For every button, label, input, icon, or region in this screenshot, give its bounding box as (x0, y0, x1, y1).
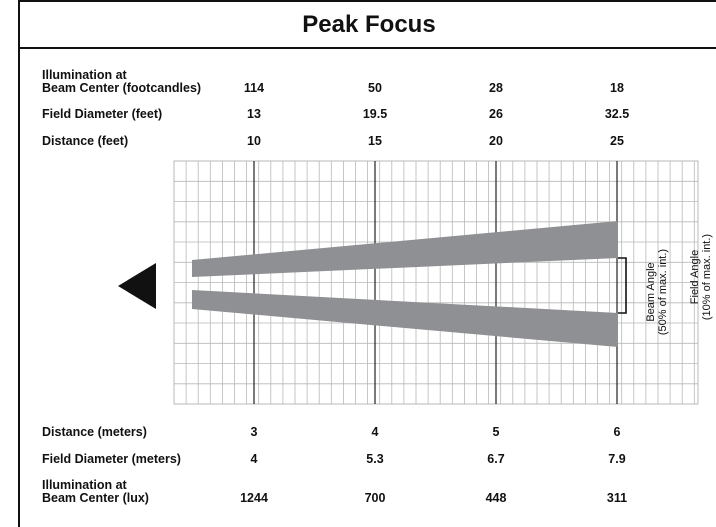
value-cell: 18 (610, 81, 624, 95)
value-cell: 4 (250, 452, 258, 466)
row-label-field-diameter-m: Field Diameter (meters) (42, 452, 181, 466)
row-label-illumination-lux: Illumination at Beam Center (lux) (42, 479, 149, 505)
value-cell: 4 (371, 425, 379, 439)
value-cell: 448 (485, 491, 507, 505)
value-cell: 7.9 (608, 452, 626, 466)
value-cell: 20 (489, 134, 503, 148)
row-label-line2: Beam Center (footcandles) (42, 81, 202, 95)
arrow-left-icon (118, 263, 156, 309)
row-label-distance-ft: Distance (feet) (42, 134, 129, 148)
value-cell: 311 (606, 491, 628, 505)
value-cell: 6 (613, 425, 621, 439)
beam-angle-label: Beam Angle (50% of max. int.) (645, 247, 669, 337)
value-cell: 13 (247, 107, 261, 121)
value-cell: 50 (368, 81, 382, 95)
value-cell: 700 (364, 491, 386, 505)
field-angle-label: Field Angle (10% of max. int.) (689, 227, 713, 327)
value-cell: 10 (247, 134, 261, 148)
chart-frame: Peak Focus (18, 0, 716, 527)
beam-angle-line2: (50% of max. int.) (657, 248, 669, 336)
row-label-field-diameter-ft: Field Diameter (feet) (42, 107, 163, 121)
value-cell: 1244 (240, 491, 268, 505)
value-cell: 3 (250, 425, 258, 439)
field-angle-line1: Field Angle (689, 249, 701, 305)
row-label-illumination-fc: Illumination at Beam Center (footcandles… (42, 69, 201, 95)
value-cell: 32.5 (604, 107, 630, 121)
value-cell: 26 (489, 107, 503, 121)
row-label-line1: Illumination at (42, 478, 127, 492)
value-cell: 19.5 (362, 107, 388, 121)
row-label-line2: Beam Center (lux) (42, 491, 149, 505)
row-label-line1: Illumination at (42, 68, 127, 82)
chart-title: Peak Focus (20, 2, 716, 49)
value-cell: 25 (610, 134, 624, 148)
value-cell: 15 (368, 134, 382, 148)
value-cell: 6.7 (487, 452, 505, 466)
value-cell: 28 (489, 81, 503, 95)
value-cell: 114 (243, 81, 265, 95)
beam-lower-edge (192, 290, 618, 347)
row-label-distance-m: Distance (meters) (42, 425, 147, 439)
field-angle-line2: (10% of max. int.) (701, 233, 713, 321)
value-cell: 5 (492, 425, 500, 439)
beam-upper-edge (192, 221, 618, 277)
value-cell: 5.3 (366, 452, 384, 466)
beam-angle-bracket (618, 257, 627, 314)
grid (173, 160, 699, 405)
beam-angle-line1: Beam Angle (645, 262, 657, 322)
